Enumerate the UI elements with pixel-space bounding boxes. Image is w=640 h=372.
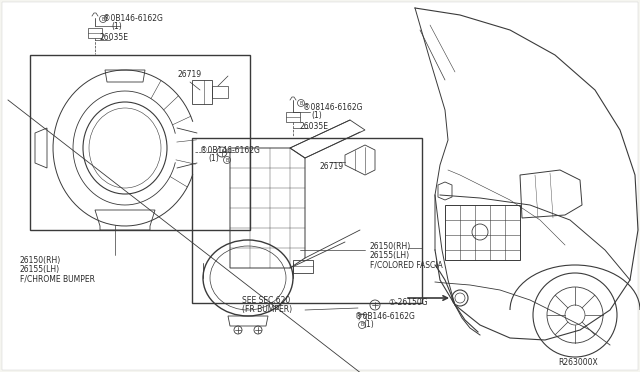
Text: 26155(LH): 26155(LH) xyxy=(370,251,410,260)
Text: 26150(RH): 26150(RH) xyxy=(370,242,412,251)
Text: 26150(RH): 26150(RH) xyxy=(20,256,61,265)
Text: (1): (1) xyxy=(311,111,322,120)
Text: 26035E: 26035E xyxy=(300,122,329,131)
Bar xyxy=(192,138,422,303)
Text: B: B xyxy=(101,16,105,22)
Text: SEE SEC.620: SEE SEC.620 xyxy=(242,296,291,305)
Text: ®0B146-6162G: ®0B146-6162G xyxy=(200,146,260,155)
Text: (1): (1) xyxy=(208,154,219,163)
Text: (1): (1) xyxy=(363,320,374,329)
Bar xyxy=(445,205,520,260)
Text: 26719: 26719 xyxy=(320,162,344,171)
Text: ®08146-6162G: ®08146-6162G xyxy=(303,103,362,112)
Text: ①-26150G: ①-26150G xyxy=(388,298,428,307)
Text: 26155(LH): 26155(LH) xyxy=(20,265,60,274)
Text: ®0B146-6162G: ®0B146-6162G xyxy=(355,312,415,321)
Text: ®0B146-6162G: ®0B146-6162G xyxy=(103,14,163,23)
Text: F/CHROME BUMPER: F/CHROME BUMPER xyxy=(20,274,95,283)
Text: B: B xyxy=(300,100,303,106)
Text: 26719: 26719 xyxy=(178,70,202,79)
Text: B: B xyxy=(360,323,364,327)
Text: (FR BUMPER): (FR BUMPER) xyxy=(242,305,292,314)
Text: (1): (1) xyxy=(111,22,122,31)
Bar xyxy=(30,55,250,230)
Text: 26035E: 26035E xyxy=(100,33,129,42)
Text: R263000X: R263000X xyxy=(558,358,598,367)
Text: F/COLORED FASCIA: F/COLORED FASCIA xyxy=(370,260,443,269)
Text: B: B xyxy=(225,157,228,163)
